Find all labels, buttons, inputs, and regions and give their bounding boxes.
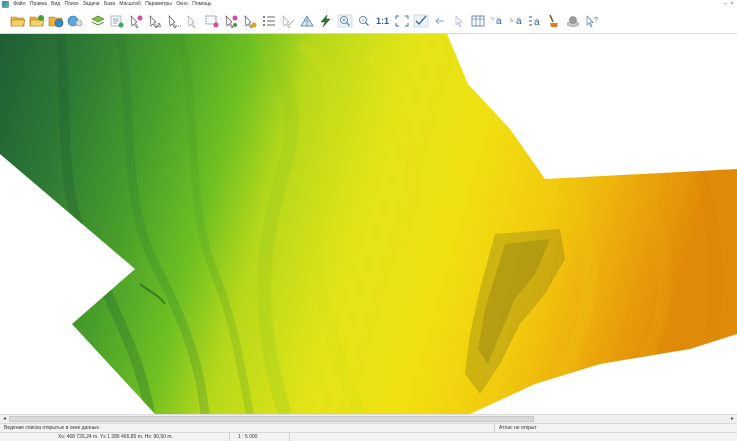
window-controls: – × [723,0,734,9]
lightning-icon [319,14,331,28]
cursor-button[interactable] [450,13,467,30]
coordinates-readout: Xs: 468 726,24 m. Ys 1 286 465,85 m. Hs:… [0,433,230,441]
pick-all-icon [168,15,181,28]
open-folder-plus-icon [29,15,44,27]
pick-clear-button[interactable] [184,13,201,30]
table-icon [471,15,484,27]
pick-all-button[interactable] [165,13,182,30]
svg-text:a: a [534,17,540,28]
select-add-icon [225,15,237,28]
list-button[interactable] [260,13,277,30]
status-bar-bottom: Xs: 468 726,24 m. Ys 1 286 465,85 m. Hs:… [0,432,737,441]
select-remove-button[interactable] [241,13,258,30]
measure-button[interactable] [279,13,296,30]
table-button[interactable] [469,13,486,30]
pick-button[interactable] [127,13,144,30]
zoom-actual-label: 1:1 [375,16,389,26]
scroll-right-arrow-icon[interactable]: ▸ [730,416,734,422]
toolbar: a 1:1 [0,9,737,34]
status-bar-top: Ведение списка открытых в окне данных Ат… [0,423,737,432]
menu-scale[interactable]: Масштаб [119,1,141,7]
close-button[interactable]: × [730,1,734,7]
folder-globe-button[interactable] [47,13,64,30]
pick-text-icon: a [149,15,161,28]
minimize-button[interactable]: – [723,1,727,7]
menu-database[interactable]: База [103,1,116,7]
app-logo-icon [2,1,9,8]
pick-icon [130,15,142,28]
select-add-button[interactable] [222,13,239,30]
atlas-status: Атлас не открыт [499,425,537,431]
terrain-map [0,34,737,414]
database-button[interactable] [66,13,83,30]
stamp-icon [566,16,579,27]
horizontal-scrollbar[interactable]: ◂ ▸ [0,414,737,423]
zoom-in-button[interactable] [336,13,353,30]
label-move-icon: a [509,16,522,27]
open-folder-icon [10,16,25,27]
select-rect-icon [205,15,218,28]
select-rect-button[interactable] [203,13,220,30]
back-icon [434,17,444,25]
scale-readout: 1 : 5 000 [230,433,290,441]
back-button[interactable] [431,13,448,30]
status-empty-cell [290,433,737,441]
svg-text:a: a [516,16,522,27]
list-icon [262,16,275,26]
triangulation-button[interactable] [298,13,315,30]
menu-parameters[interactable]: Параметры [145,1,172,7]
zoom-out-icon [358,16,369,26]
database-icon [67,15,82,27]
layers-button[interactable] [89,13,106,30]
svg-text:a: a [157,22,161,28]
status-message: Ведение списка открытых в окне данных [0,424,495,432]
menu-view[interactable]: Вид [51,1,61,7]
label-list-icon: a [528,16,540,28]
menu-search[interactable]: Поиск [64,1,79,7]
lightning-button[interactable] [317,13,334,30]
label-a-icon: a [490,16,502,27]
open-folder-button[interactable] [9,13,26,30]
select-remove-icon [244,15,256,28]
layer-properties-button[interactable] [108,13,125,30]
stamp-button[interactable] [564,13,581,30]
label-a-button[interactable]: a [488,13,505,30]
menu-edit[interactable]: Правка [29,1,47,7]
zoom-in-icon [337,14,352,28]
menu-bar: Файл Правка Вид Поиск Задачи База Масшта… [0,0,737,9]
fit-window-button[interactable] [393,13,410,30]
help-cursor-button[interactable]: ? [583,13,600,30]
open-folder-plus-button[interactable] [28,13,45,30]
label-list-button[interactable]: a [526,13,543,30]
folder-globe-icon [48,16,63,28]
layer-properties-icon [110,15,123,28]
fit-window-icon [395,15,408,27]
scroll-thumb[interactable] [9,416,534,422]
scroll-left-arrow-icon[interactable]: ◂ [2,416,6,422]
pick-clear-icon [187,15,195,28]
menu-tasks[interactable]: Задачи [82,1,100,7]
check-icon [413,14,428,28]
menu-help[interactable]: Помощь [192,1,212,7]
map-canvas[interactable] [0,34,737,414]
paint-icon [548,14,558,27]
zoom-actual-button[interactable]: 1:1 [374,13,391,30]
layers-icon [90,15,105,26]
cursor-icon [455,15,463,28]
svg-text:?: ? [594,17,598,24]
paint-button[interactable] [545,13,562,30]
help-cursor-icon: ? [586,15,598,28]
triangulation-icon [299,15,314,27]
svg-text:a: a [496,16,502,27]
menu-window[interactable]: Окно [176,1,188,7]
zoom-out-button[interactable] [355,13,372,30]
measure-icon [282,15,294,28]
check-button[interactable] [412,13,429,30]
menu-file[interactable]: Файл [13,1,26,7]
pick-text-button[interactable]: a [146,13,163,30]
label-move-button[interactable]: a [507,13,524,30]
